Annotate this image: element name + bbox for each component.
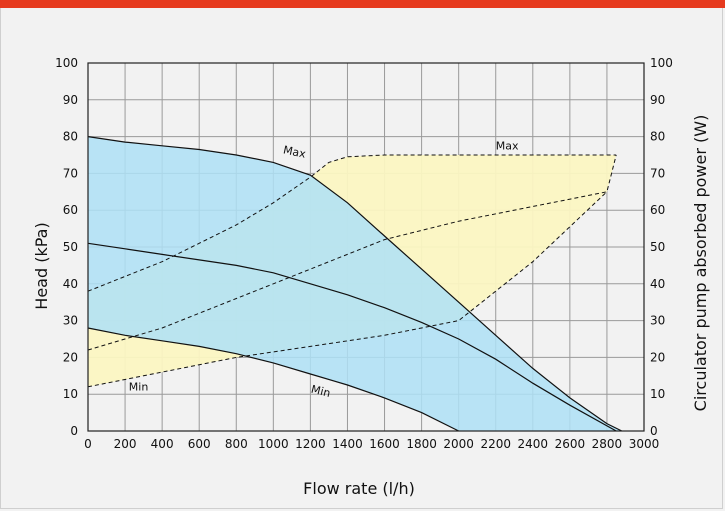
head-curve-mid — [87, 242, 617, 432]
x-tick-label: 2800 — [592, 437, 623, 451]
pump-curve-chart: 0 200 400 600 800 1000 1200 1400 1600 1800 2000 220… — [32, 56, 710, 498]
x-tick-label: 2600 — [555, 437, 586, 451]
head-band-fill — [88, 136, 622, 431]
x-tick-label: 600 — [188, 437, 211, 451]
head-curve-max — [87, 136, 623, 432]
y2-tick-label: 30 — [650, 314, 665, 328]
y2-tick-label: 100 — [650, 56, 673, 70]
head-max-label: Max — [282, 143, 307, 161]
x-tick-label: 1400 — [332, 437, 363, 451]
y-tick-label: 20 — [63, 350, 78, 364]
x-tick-label: 1800 — [406, 437, 437, 451]
y2-axis-title: Circulator pump absorbed power (W) — [691, 115, 710, 412]
head-min-label: Min — [310, 383, 332, 400]
x-tick-label: 1000 — [258, 437, 289, 451]
x-tick-label: 400 — [151, 437, 174, 451]
y2-tick-label: 40 — [650, 277, 665, 291]
y-tick-label: 100 — [55, 56, 78, 70]
y2-tick-label: 50 — [650, 240, 665, 254]
x-tick-label: 1200 — [295, 437, 326, 451]
x-tick-label: 200 — [114, 437, 137, 451]
power-curve-max — [87, 154, 617, 292]
x-tick-label: 2000 — [443, 437, 474, 451]
y-tick-label: 40 — [63, 277, 78, 291]
y2-tick-label: 20 — [650, 350, 665, 364]
y-tick-label: 10 — [63, 387, 78, 401]
power-curve-min — [87, 191, 608, 388]
y2-tick-label: 10 — [650, 387, 665, 401]
y-axis-title: Head (kPa) — [32, 222, 51, 309]
x-tick-label: 1600 — [369, 437, 400, 451]
accent-bar — [0, 0, 725, 8]
y2-tick-label: 90 — [650, 93, 665, 107]
x-tick-label: 2400 — [518, 437, 549, 451]
y2-tick-label: 0 — [650, 424, 658, 438]
plot-area-border — [87, 62, 645, 432]
power-curve-mid — [87, 154, 617, 351]
power-max-label: Max — [496, 139, 519, 152]
y-tick-label: 70 — [63, 166, 78, 180]
y-tick-label: 80 — [63, 130, 78, 144]
x-tick-label: 2200 — [480, 437, 511, 451]
y-tick-label: 0 — [70, 424, 78, 438]
x-tick-label: 800 — [225, 437, 248, 451]
x-axis-title: Flow rate (l/h) — [303, 479, 415, 498]
chart-frame: 0 200 400 600 800 1000 1200 1400 1600 1800 2000 220… — [0, 8, 723, 509]
x-tick-label: 3000 — [629, 437, 660, 451]
y-tick-label: 50 — [63, 240, 78, 254]
y2-tick-label: 60 — [650, 203, 665, 217]
y-tick-label: 30 — [63, 314, 78, 328]
y-tick-label: 90 — [63, 93, 78, 107]
y2-tick-label: 80 — [650, 130, 665, 144]
head-curve-min — [87, 327, 459, 432]
y2-tick-label: 70 — [650, 166, 665, 180]
x-tick-label: 0 — [84, 437, 92, 451]
y-tick-label: 60 — [63, 203, 78, 217]
power-min-label: Min — [129, 381, 149, 394]
